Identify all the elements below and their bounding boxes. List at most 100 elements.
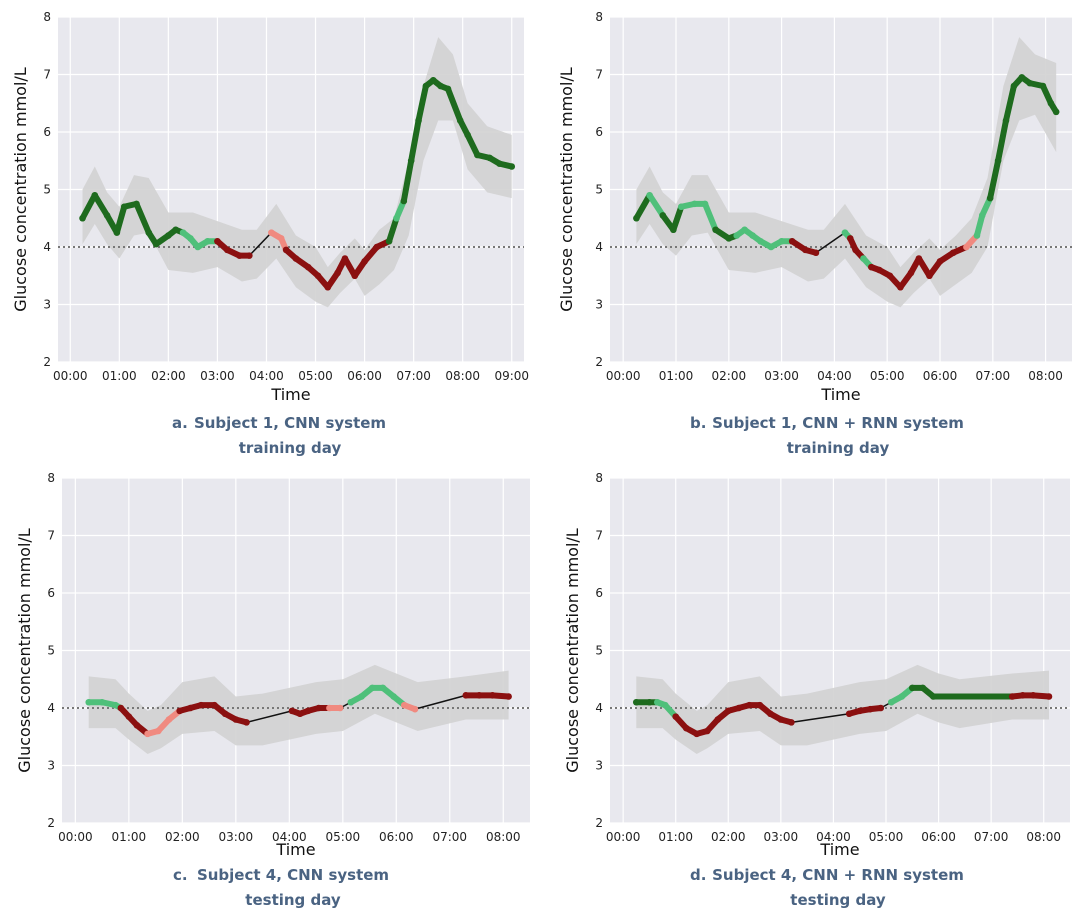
x-tick-label: 05:00 <box>869 830 904 844</box>
y-tick-label: 7 <box>43 68 51 82</box>
data-point <box>268 229 275 236</box>
caption-line-2: testing day <box>790 891 886 909</box>
data-point <box>103 212 111 219</box>
data-point <box>986 194 994 202</box>
data-point <box>296 710 304 718</box>
x-tick-label: 05:00 <box>870 369 905 383</box>
y-tick-label: 2 <box>595 816 603 830</box>
data-point <box>1019 692 1026 699</box>
data-point <box>887 698 895 706</box>
data-point <box>756 701 764 709</box>
y-tick-label: 7 <box>595 529 603 543</box>
data-point <box>393 214 400 222</box>
data-point <box>767 710 774 718</box>
data-segment <box>248 231 273 257</box>
data-point <box>197 701 205 709</box>
x-tick-label: 03:00 <box>764 369 799 383</box>
x-tick-label: 01:00 <box>658 830 693 844</box>
data-point <box>204 237 211 245</box>
data-point <box>915 255 923 262</box>
data-point <box>125 713 133 720</box>
data-point <box>401 701 408 709</box>
data-point <box>277 235 285 242</box>
data-point <box>120 203 128 211</box>
data-point <box>194 243 202 251</box>
data-point <box>214 237 221 245</box>
y-tick-label: 4 <box>47 701 55 715</box>
data-point <box>973 232 981 239</box>
data-segment <box>133 200 152 236</box>
data-point <box>1026 79 1034 87</box>
data-point <box>886 272 894 280</box>
y-tick-label: 2 <box>595 355 603 369</box>
data-point <box>429 76 437 84</box>
x-tick-label: 07:00 <box>974 830 1009 844</box>
data-point <box>176 707 183 715</box>
data-point <box>243 719 250 726</box>
y-tick-label: 5 <box>43 183 51 197</box>
data-segment <box>1003 83 1017 124</box>
data-point <box>1029 692 1037 699</box>
x-tick-label: 06:00 <box>379 830 414 844</box>
data-point <box>422 82 430 90</box>
data-point <box>875 266 883 274</box>
data-point <box>505 693 512 700</box>
caption-line-1: Subject 4, CNN + RNN system <box>712 866 964 884</box>
data-point <box>133 200 140 208</box>
data-point <box>926 272 933 280</box>
x-tick-label: 03:00 <box>219 830 254 844</box>
data-point <box>358 693 365 700</box>
data-point <box>315 704 323 712</box>
y-tick-label: 3 <box>595 759 603 773</box>
data-point <box>703 727 711 735</box>
x-tick-label: 09:00 <box>494 369 529 383</box>
data-point <box>1039 82 1047 90</box>
data-point <box>919 684 927 692</box>
data-segment <box>995 117 1009 164</box>
data-point <box>113 229 121 236</box>
data-point <box>866 705 874 713</box>
data-point <box>145 229 153 236</box>
data-point <box>165 232 172 239</box>
data-point <box>334 269 341 277</box>
data-point <box>659 212 667 219</box>
data-point <box>85 698 93 706</box>
x-tick-label: 08:00 <box>445 369 480 383</box>
data-point <box>693 730 701 738</box>
data-point <box>714 716 722 723</box>
confidence-band <box>88 664 509 754</box>
data-point <box>1052 108 1060 116</box>
data-point <box>179 229 187 236</box>
x-axis-label: Time <box>819 840 859 859</box>
data-point <box>930 693 937 700</box>
data-point <box>508 163 516 170</box>
y-tick-label: 6 <box>595 586 603 600</box>
x-tick-label: 00:00 <box>58 830 93 844</box>
y-axis-label: Glucose concentration mmol/L <box>15 528 34 773</box>
caption-letter: d. <box>690 866 706 884</box>
data-point <box>777 716 785 723</box>
data-point <box>701 200 709 208</box>
data-point <box>336 704 344 712</box>
data-point <box>292 255 300 262</box>
data-point <box>361 258 368 265</box>
chart-3: 2 3 4 5 6 7 8 00:00 01:00 02:00 03:00 04:00 05:00 06:… <box>15 471 530 909</box>
data-point <box>91 191 99 199</box>
data-segment <box>633 192 653 222</box>
x-tick-label: 06:00 <box>921 830 956 844</box>
data-segment <box>815 231 846 254</box>
data-point <box>735 704 743 712</box>
data-point <box>877 704 885 712</box>
data-point <box>936 258 944 265</box>
data-point <box>897 283 904 291</box>
y-tick-label: 2 <box>43 355 51 369</box>
x-tick-label: 04:00 <box>272 830 307 844</box>
data-point <box>860 255 867 262</box>
y-tick-label: 6 <box>595 125 603 139</box>
data-point <box>282 246 290 254</box>
data-point <box>144 730 151 738</box>
data-point <box>400 197 408 205</box>
data-point <box>390 693 397 700</box>
data-point <box>868 263 875 271</box>
data-point <box>778 237 785 245</box>
